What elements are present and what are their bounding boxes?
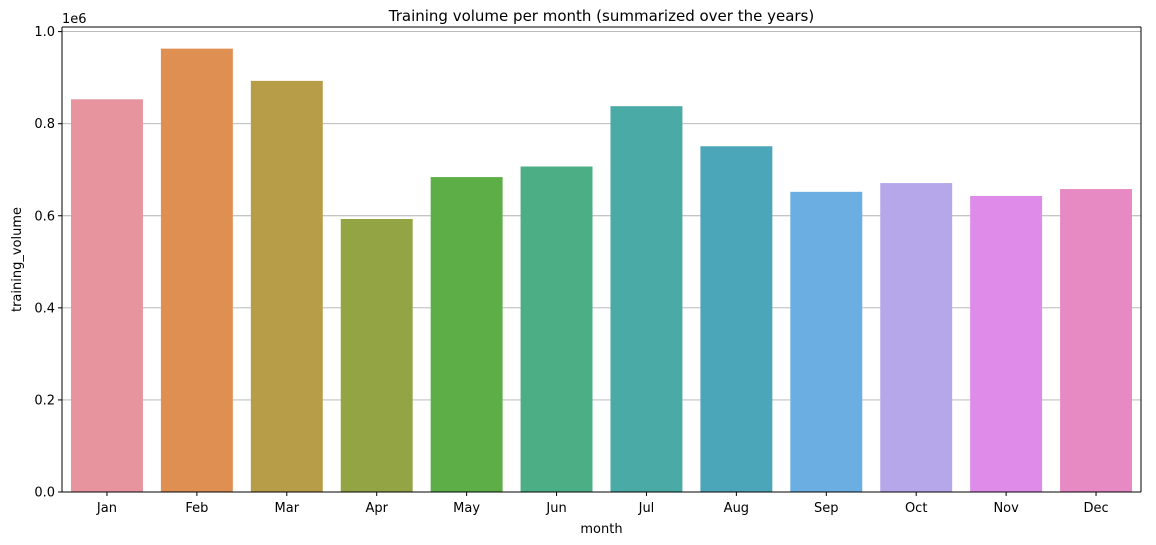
- x-tick-label: May: [453, 501, 480, 516]
- bar-dec: [1060, 189, 1133, 493]
- bar-feb: [160, 48, 233, 493]
- y-tick-label: 0.8: [34, 117, 55, 132]
- axes: [61, 26, 1142, 493]
- y-tick-label: 0.4: [34, 301, 55, 316]
- grid-lines: [62, 31, 1141, 401]
- bar-jun: [520, 166, 593, 492]
- x-tick-label: Jul: [638, 501, 655, 516]
- x-tick-label: Aug: [724, 501, 749, 516]
- bar-aug: [700, 146, 773, 493]
- x-ticks: Jan Feb Mar Apr May Jun Jul Aug Sep Oct Nov Dec: [96, 492, 1109, 516]
- y-tick-label: 0.6: [34, 209, 55, 224]
- x-tick-label: Jun: [545, 501, 566, 516]
- x-axis-label: month: [580, 522, 622, 537]
- bar-apr: [340, 218, 413, 492]
- y-tick-label: 0.0: [34, 486, 55, 501]
- x-tick-label: Dec: [1083, 501, 1108, 516]
- bar-jul: [610, 106, 683, 493]
- bar-jan: [70, 99, 143, 493]
- x-tick-label: Nov: [993, 501, 1019, 516]
- bar-may: [430, 177, 503, 492]
- y-axis-label: training_volume: [10, 207, 25, 312]
- bar-oct: [880, 183, 953, 492]
- x-tick-label: Jan: [96, 501, 117, 516]
- chart-title: Training volume per month (summarized ov…: [388, 7, 814, 25]
- x-tick-label: Apr: [365, 501, 388, 516]
- bar-sep: [790, 191, 863, 492]
- bar-mar: [250, 80, 323, 492]
- bar-nov: [970, 195, 1043, 493]
- x-tick-label: Oct: [905, 501, 927, 516]
- y-tick-label: 0.2: [34, 393, 55, 408]
- bars: [70, 48, 1133, 493]
- y-offset-label: 1e6: [62, 12, 87, 27]
- y-ticks: 0.0 0.2 0.4 0.6 0.8 1.0: [34, 25, 62, 501]
- x-tick-label: Mar: [275, 501, 300, 516]
- x-tick-label: Sep: [814, 501, 839, 516]
- x-tick-label: Feb: [185, 501, 208, 516]
- y-tick-label: 1.0: [34, 25, 55, 40]
